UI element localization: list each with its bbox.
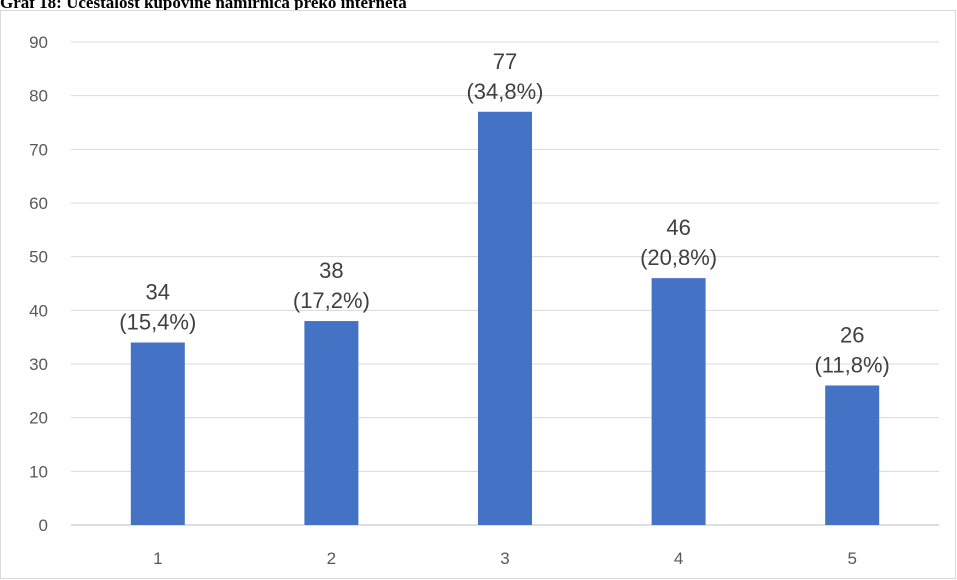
x-tick-label: 5 [847, 549, 856, 568]
x-tick-label: 4 [674, 549, 683, 568]
data-label-percent: (11,8%) [814, 352, 889, 377]
data-label-value: 46 [666, 215, 690, 240]
data-label-percent: (15,4%) [119, 310, 196, 335]
y-tick-label: 10 [29, 462, 48, 481]
bar-2 [304, 321, 359, 525]
x-tick-label: 2 [327, 549, 336, 568]
y-tick-label: 40 [29, 301, 48, 320]
x-tick-label: 1 [153, 549, 162, 568]
data-label-value: 77 [493, 49, 517, 74]
bar-chart: 01020304050607080901(15,4%)342(17,2%)383… [29, 33, 939, 568]
bar-3 [478, 111, 532, 526]
data-label-percent: (20,8%) [640, 245, 717, 270]
x-tick-label: 3 [500, 549, 509, 568]
data-label-percent: (17,2%) [293, 288, 370, 313]
y-tick-label: 0 [39, 516, 48, 535]
chart-area: 0 10 20 30 40 50 60 70 80 90 1 (15,4%) 34 2 (17,2%) 38 3… [0, 10, 956, 579]
data-label-value: 38 [319, 258, 343, 283]
y-tick-label: 30 [29, 355, 48, 374]
y-tick-label: 20 [29, 409, 48, 428]
bar-1 [130, 342, 185, 525]
y-tick-label: 50 [29, 248, 48, 267]
y-tick-label: 70 [29, 140, 48, 159]
bar-4 [651, 278, 706, 525]
data-label-value: 26 [840, 322, 864, 347]
bar-5 [825, 385, 880, 525]
y-tick-label: 90 [29, 33, 48, 52]
y-tick-label: 60 [29, 194, 48, 213]
y-tick-label: 80 [29, 87, 48, 106]
data-label-value: 34 [146, 280, 170, 305]
chart-title: Graf 18: Učestalost kupovine namirnica p… [0, 0, 407, 12]
data-label-percent: (34,8%) [466, 79, 543, 104]
